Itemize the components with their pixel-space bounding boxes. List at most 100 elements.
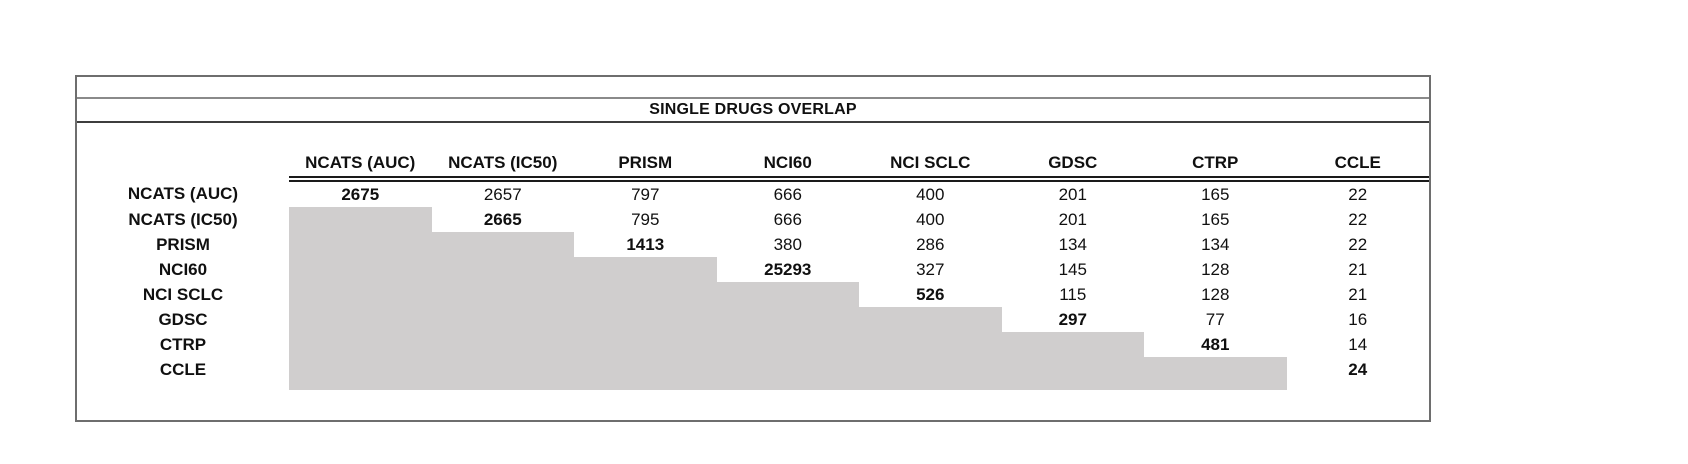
col-header-prism: PRISM (574, 149, 717, 182)
matrix-cell-4-0 (289, 282, 432, 307)
matrix-cell-7-1 (431, 357, 574, 382)
matrix-cell-4-5: 115 (1059, 285, 1087, 304)
row-label-nci-sclc: NCI SCLC (142, 285, 224, 304)
matrix-cell-0-3: 666 (773, 185, 802, 204)
table-row-ncats-ic50: NCATS (IC50) 2665 795 666 400 201 165 22 (77, 207, 1429, 232)
table-row-ccle: CCLE 24 (77, 357, 1429, 382)
matrix-cell-7-4 (859, 357, 1002, 382)
row-label-ncats-ic50: NCATS (IC50) (128, 210, 238, 229)
matrix-cell-7-7: 24 (1348, 360, 1368, 379)
matrix-cell-1-3: 666 (773, 210, 802, 229)
table-row-ctrp: CTRP 481 14 (77, 332, 1429, 357)
matrix-cell-4-7: 21 (1348, 285, 1368, 304)
matrix-cell-0-6: 165 (1201, 185, 1230, 204)
matrix-cell-6-7: 14 (1348, 335, 1368, 354)
matrix-cell-5-1 (431, 307, 574, 332)
matrix-cell-0-0: 2675 (341, 185, 380, 204)
matrix-cell-3-7: 21 (1348, 260, 1368, 279)
matrix-cell-5-0 (289, 307, 432, 332)
col-header-ncats-ic50: NCATS (IC50) (431, 149, 574, 182)
matrix-cell-7-2 (574, 357, 717, 382)
spacer-cell-1 (431, 382, 574, 390)
matrix-cell-3-1 (431, 257, 574, 282)
spacer-label-cell (77, 382, 289, 390)
spacer-cell-7 (1287, 382, 1430, 390)
col-header-nci-sclc: NCI SCLC (859, 149, 1002, 182)
col-header-ncats-auc: NCATS (AUC) (289, 149, 432, 182)
row-label-prism: PRISM (156, 235, 210, 254)
corner-cell (77, 149, 289, 179)
row-label-gdsc: GDSC (158, 310, 208, 329)
matrix-cell-6-3 (716, 332, 859, 357)
table-row-gdsc: GDSC 297 77 16 (77, 307, 1429, 332)
row-label-ctrp: CTRP (159, 335, 207, 354)
spacer-cell-3 (716, 382, 859, 390)
matrix-cell-4-3 (716, 282, 859, 307)
matrix-cell-1-0 (289, 207, 432, 232)
matrix-cell-2-6: 134 (1201, 235, 1230, 254)
matrix-cell-5-2 (574, 307, 717, 332)
table-title: SINGLE DRUGS OVERLAP (649, 101, 857, 118)
matrix-area: NCATS (AUC) NCATS (IC50) PRISM NCI60 NCI SCL… (77, 123, 1429, 420)
matrix-cell-7-0 (289, 357, 432, 382)
matrix-cell-1-1: 2665 (483, 210, 522, 229)
matrix-cell-3-5: 145 (1058, 260, 1087, 279)
col-header-gdsc: GDSC (1001, 149, 1144, 182)
table-row-nci-sclc: NCI SCLC 526 115 128 21 (77, 282, 1429, 307)
col-header-ccle: CCLE (1286, 149, 1429, 182)
col-header-nci60: NCI60 (716, 149, 859, 182)
matrix-cell-2-4: 286 (916, 235, 945, 254)
matrix-cell-6-1 (431, 332, 574, 357)
spacer-cell-0 (289, 382, 432, 390)
header-row: NCATS (AUC) NCATS (IC50) PRISM NCI60 NCI SCL… (77, 149, 1429, 182)
matrix-cell-1-4: 400 (916, 210, 945, 229)
matrix-cell-5-3 (716, 307, 859, 332)
spacer-cell-2 (574, 382, 717, 390)
matrix-cell-1-2: 795 (631, 210, 660, 229)
matrix-cell-2-1 (431, 232, 574, 257)
matrix-cell-0-7: 22 (1348, 185, 1368, 204)
table-row-nci60: NCI60 25293 327 145 128 21 (77, 257, 1429, 282)
matrix-cell-3-3: 25293 (764, 260, 812, 279)
matrix-cell-0-1: 2657 (483, 185, 522, 204)
matrix-cell-3-2 (574, 257, 717, 282)
matrix-cell-7-3 (716, 357, 859, 382)
matrix-cell-3-4: 327 (916, 260, 945, 279)
matrix-cell-7-5 (1001, 357, 1144, 382)
matrix-cell-2-0 (289, 232, 432, 257)
matrix-cell-0-4: 400 (916, 185, 945, 204)
matrix-cell-6-6: 481 (1201, 335, 1230, 354)
matrix-cell-3-0 (289, 257, 432, 282)
matrix-cell-2-3: 380 (773, 235, 802, 254)
row-label-ncats-auc: NCATS (AUC) (127, 183, 239, 203)
title-row: SINGLE DRUGS OVERLAP (77, 99, 1429, 123)
overlap-matrix-table: NCATS (AUC) NCATS (IC50) PRISM NCI60 NCI SCL… (77, 149, 1429, 390)
matrix-cell-0-5: 201 (1058, 185, 1087, 204)
table-row-prism: PRISM 1413 380 286 134 134 22 (77, 232, 1429, 257)
spacer-cell-4 (859, 382, 1002, 390)
spacer-cell-5 (1001, 382, 1144, 390)
matrix-cell-2-7: 22 (1348, 235, 1368, 254)
spacer-cell-6 (1144, 382, 1287, 390)
matrix-cell-1-6: 165 (1201, 210, 1230, 229)
matrix-cell-1-7: 22 (1348, 210, 1368, 229)
matrix-cell-0-2: 797 (631, 185, 660, 204)
matrix-cell-4-4: 526 (916, 285, 945, 304)
row-label-ccle: CCLE (159, 360, 207, 379)
matrix-cell-3-6: 128 (1201, 260, 1230, 279)
matrix-cell-2-5: 134 (1058, 235, 1087, 254)
matrix-cell-6-2 (574, 332, 717, 357)
matrix-cell-2-2: 1413 (626, 235, 665, 254)
table-row-ncats-auc: NCATS (AUC) 2675 2657 797 666 400 201 165 22 (77, 179, 1429, 207)
matrix-cell-4-6: 128 (1201, 285, 1230, 304)
matrix-cell-5-6: 77 (1205, 310, 1225, 329)
shade-spacer-row (77, 382, 1429, 390)
matrix-cell-6-0 (289, 332, 432, 357)
matrix-cell-1-5: 201 (1058, 210, 1087, 229)
matrix-cell-7-6 (1144, 357, 1287, 382)
matrix-cell-5-5: 297 (1058, 310, 1087, 329)
matrix-cell-6-4 (859, 332, 1002, 357)
row-label-nci60: NCI60 (158, 260, 208, 279)
overlap-table-box: SINGLE DRUGS OVERLAP NCATS (AUC) NCATS (I… (75, 75, 1431, 422)
